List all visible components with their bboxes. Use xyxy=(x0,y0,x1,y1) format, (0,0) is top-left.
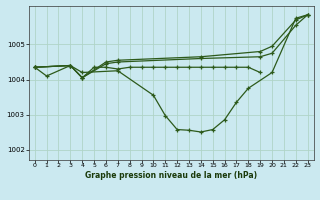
X-axis label: Graphe pression niveau de la mer (hPa): Graphe pression niveau de la mer (hPa) xyxy=(85,171,257,180)
